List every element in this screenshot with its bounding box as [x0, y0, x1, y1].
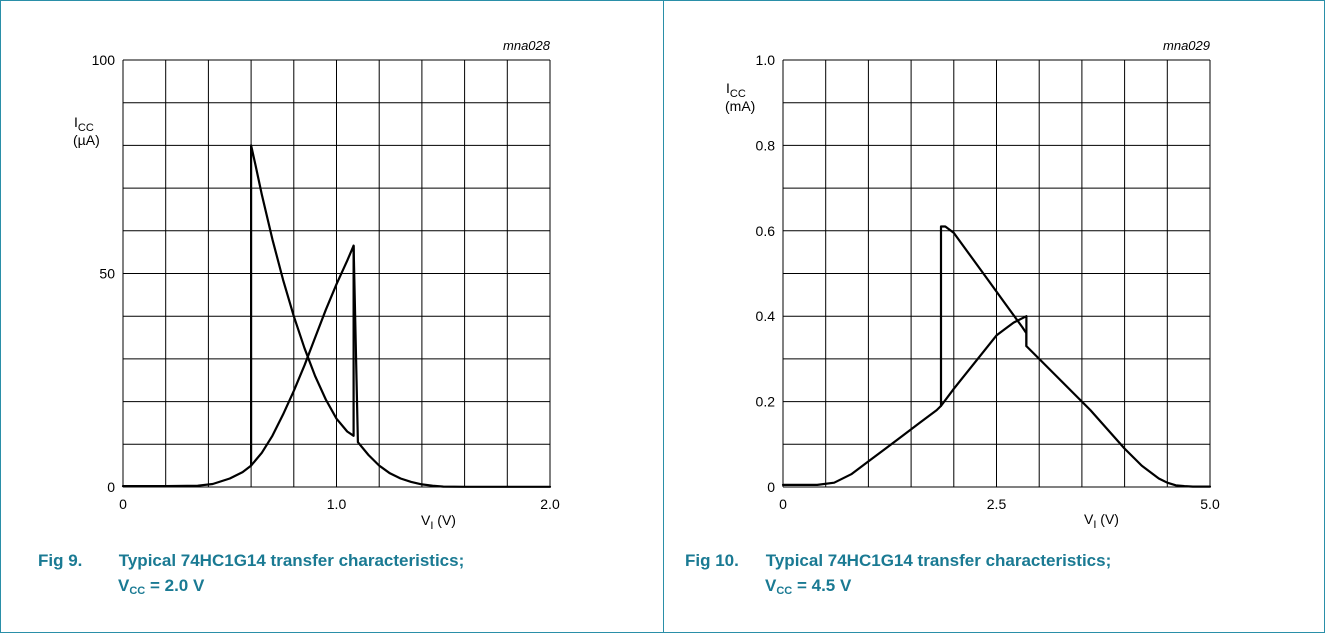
y-tick-label: 0.2: [756, 394, 776, 410]
caption-condition: VCC = 4.5 V: [685, 573, 1111, 604]
y-tick-label: 100: [92, 52, 116, 68]
y-tick-label: 1.0: [756, 52, 776, 68]
x-tick-label: 2.0: [540, 496, 560, 512]
y-tick-label: 0.6: [756, 223, 776, 239]
chart-fig9: 0 1.0 2.0 0 50 100 ICC(µA) VI (V) mna028: [73, 38, 560, 532]
caption-condition-subscript: CC: [776, 585, 793, 597]
caption-number: Fig 10.: [685, 551, 739, 570]
x-axis-label: VI (V): [421, 512, 456, 532]
x-tick-label: 0: [779, 496, 787, 512]
figure-code: mna029: [1163, 38, 1210, 53]
y-tick-label: 50: [99, 266, 115, 282]
y-tick-label: 0: [767, 479, 775, 495]
caption-condition-value: = 2.0 V: [149, 576, 205, 595]
caption-condition-value: = 4.5 V: [796, 576, 852, 595]
y-axis-unit: (µA): [73, 132, 100, 148]
caption-number: Fig 9.: [38, 551, 83, 570]
x-tick-label: 1.0: [327, 496, 347, 512]
x-tick-label: 2.5: [987, 496, 1007, 512]
series-curve-2: [250, 244, 552, 488]
caption-condition-subscript: CC: [129, 585, 146, 597]
x-tick-label: 0: [119, 496, 127, 512]
caption-condition: VCC = 2.0 V: [38, 573, 464, 604]
caption-condition-symbol: V: [765, 576, 777, 595]
figure-caption: Fig 10. Typical 74HC1G14 transfer charac…: [685, 548, 1111, 604]
x-axis-label: VI (V): [1084, 511, 1119, 531]
series-curve-2: [939, 315, 1212, 488]
grid: [782, 59, 1211, 488]
grid: [122, 59, 551, 488]
y-tick-label: 0.4: [756, 308, 776, 324]
caption-condition-symbol: V: [118, 576, 130, 595]
x-tick-label: 5.0: [1200, 496, 1220, 512]
series-curve-1: [121, 144, 355, 488]
figure-panel-right: 0 2.5 5.0 0 0.2 0.4 0.6 0.8 1.0 ICC (mA) VI (V) mna0…: [663, 0, 1325, 633]
figure-code: mna028: [503, 38, 551, 53]
y-axis-label: ICC: [74, 114, 94, 134]
y-tick-label: 0.8: [756, 137, 776, 153]
y-axis-label: ICC: [726, 80, 746, 100]
y-tick-label: 0: [107, 479, 115, 495]
figure-caption: Fig 9. Typical 74HC1G14 transfer charact…: [38, 548, 464, 604]
y-axis-unit: (mA): [725, 98, 755, 114]
figure-panel-left: 0 1.0 2.0 0 50 100 ICC (µA) VI (V) mna028 Fig 9. …: [0, 0, 664, 633]
series-curve-1: [781, 225, 1028, 486]
caption-title: Typical 74HC1G14 transfer characteristic…: [118, 551, 465, 570]
chart-fig10: 0 2.5 5.0 0 0.2 0.4 0.6 0.8 1.0 ICC(mA) VI (V) mna0…: [725, 38, 1220, 531]
caption-title: Typical 74HC1G14 transfer characteristic…: [765, 551, 1112, 570]
